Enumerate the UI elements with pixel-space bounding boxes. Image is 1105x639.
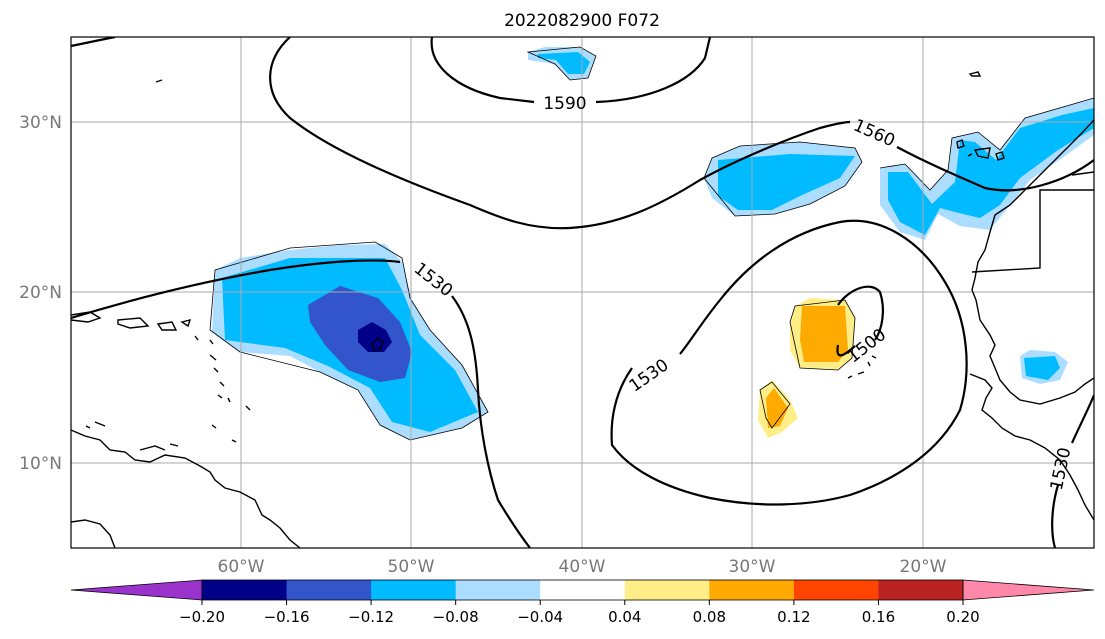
height-contours xyxy=(71,37,1094,548)
gridlines xyxy=(71,37,1094,548)
colorbar-segment xyxy=(371,580,457,600)
colorbar-tick-label: −0.04 xyxy=(517,608,563,626)
lon-tick-labels: 60°W 50°W 40°W 30°W 20°W xyxy=(218,557,947,577)
colorbar-segment xyxy=(793,580,879,600)
colorbar-tick-label: 0.20 xyxy=(946,608,979,626)
colorbar-segment xyxy=(540,580,626,600)
colorbar-tick-label: 0.16 xyxy=(862,608,895,626)
colorbar-extend-low xyxy=(70,579,203,601)
colorbar-segment xyxy=(878,580,964,600)
shaded-guinea xyxy=(1020,350,1068,384)
colorbar-segment xyxy=(286,580,372,600)
lon-label-20w: 20°W xyxy=(900,557,947,577)
lat-label-30n: 30°N xyxy=(19,113,62,133)
shaded-west xyxy=(209,241,489,441)
positive-anomaly xyxy=(758,298,856,438)
colorbar-extend-high xyxy=(962,579,1095,601)
colorbar-tick-label: 0.08 xyxy=(693,608,726,626)
colorbar-tick-label: −0.20 xyxy=(179,608,225,626)
colorbar-tick-label: −0.08 xyxy=(433,608,479,626)
colorbar-tick-label: 0.04 xyxy=(608,608,641,626)
map-area: 1590 1560 1530 1530 1500 1530 xyxy=(71,37,1094,548)
lon-label-60w: 60°W xyxy=(218,557,265,577)
colorbar-segment xyxy=(202,580,288,600)
lon-label-50w: 50°W xyxy=(388,557,435,577)
colorbar: −0.20 −0.16 −0.12 −0.08 −0.04 0.04 0.08 0.12 0.1… xyxy=(70,579,1095,626)
map-title: 2022082900 F072 xyxy=(504,11,660,31)
colorbar-tick-label: 0.12 xyxy=(777,608,810,626)
contour-label-1590: 1590 xyxy=(543,94,586,114)
colorbar-tick-label: −0.16 xyxy=(264,608,310,626)
shaded-north xyxy=(526,46,597,81)
colorbar-segment xyxy=(624,580,710,600)
colorbar-segment xyxy=(455,580,541,600)
lat-label-10n: 10°N xyxy=(19,454,62,474)
colorbar-frame xyxy=(201,579,964,601)
lat-tick-labels: 30°N 20°N 10°N xyxy=(19,113,62,474)
lat-label-20n: 20°N xyxy=(19,283,62,303)
colorbar-tick-label: −0.12 xyxy=(348,608,394,626)
colorbar-segment xyxy=(709,580,795,600)
shaded-africa xyxy=(879,97,1094,240)
lon-label-30w: 30°W xyxy=(729,557,776,577)
map-frame xyxy=(70,36,1095,549)
lon-label-40w: 40°W xyxy=(559,557,606,577)
